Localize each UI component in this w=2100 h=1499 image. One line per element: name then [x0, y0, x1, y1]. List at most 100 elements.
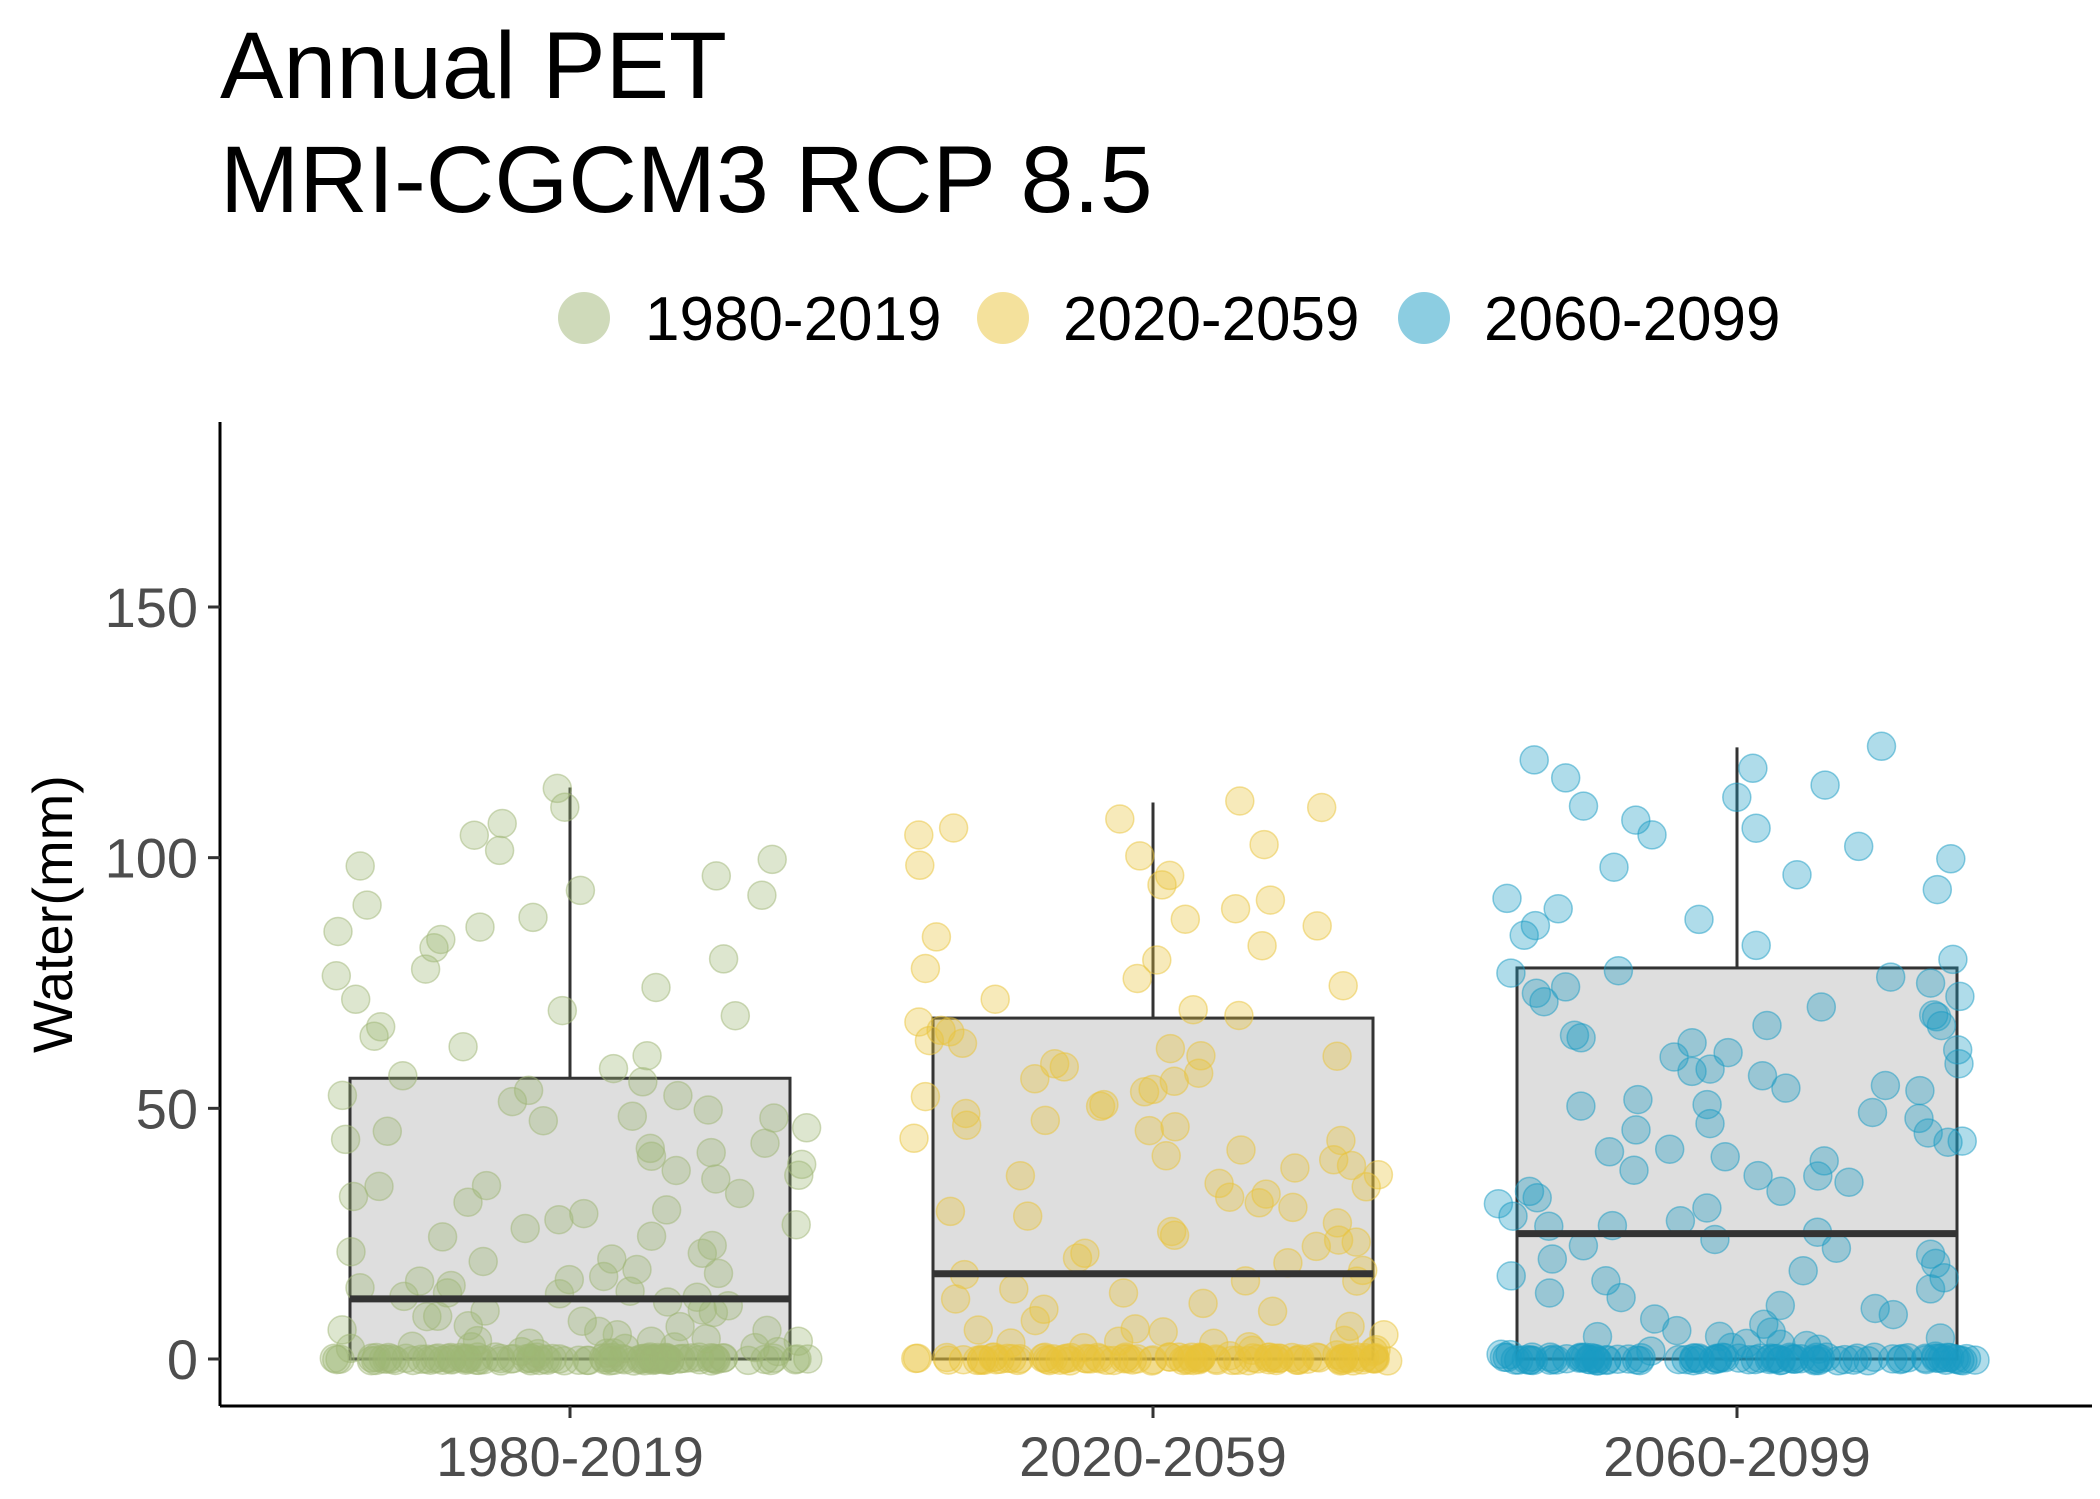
data-point [1020, 1064, 1050, 1094]
data-point [1559, 1020, 1590, 1051]
data-point [665, 1311, 695, 1342]
y-tick-label: 0 [167, 1328, 198, 1391]
data-point [1301, 1231, 1332, 1262]
data-point [1280, 1153, 1310, 1183]
data-point [1740, 1344, 1771, 1375]
data-point [980, 984, 1010, 1014]
data-point [635, 1133, 666, 1164]
data-point [602, 1319, 633, 1350]
data-point [1700, 1224, 1730, 1255]
data-point [759, 1103, 789, 1133]
data-point [1603, 955, 1634, 986]
data-point [1636, 1336, 1666, 1366]
data-point [1159, 1066, 1190, 1097]
y-tick-label: 150 [105, 576, 198, 639]
data-point [448, 1031, 478, 1062]
data-point [1511, 1344, 1542, 1375]
data-point [784, 1160, 814, 1191]
data-point [327, 1080, 358, 1111]
data-point [1255, 885, 1286, 915]
data-point [786, 1149, 817, 1180]
data-point [1486, 1339, 1516, 1370]
data-point [1654, 1134, 1685, 1164]
data-point [1056, 1342, 1086, 1373]
data-point [330, 1124, 361, 1155]
data-point [598, 1053, 629, 1084]
data-point [1915, 1239, 1946, 1269]
data-point [1039, 1049, 1070, 1079]
data-point [708, 944, 739, 974]
data-point [636, 1221, 667, 1251]
data-point [453, 1187, 483, 1217]
data-point [651, 1195, 682, 1225]
data-point [1875, 962, 1906, 992]
series-1980-2019 [319, 773, 823, 1376]
data-point [1509, 920, 1539, 951]
data-point [592, 1338, 622, 1368]
data-point [1878, 1299, 1909, 1330]
data-point [1151, 1141, 1181, 1171]
data-point [1938, 944, 1968, 975]
data-point [1249, 829, 1279, 860]
data-point [336, 1236, 366, 1267]
legend: 1980-2019 2020-2059 2060-2099 [558, 285, 1781, 354]
data-point [1782, 860, 1812, 890]
data-point [1120, 1314, 1150, 1344]
data-point [1591, 1266, 1621, 1296]
data-point [781, 1209, 811, 1240]
data-point [636, 1326, 667, 1357]
data-point [1857, 1097, 1888, 1128]
data-point [1335, 1311, 1365, 1342]
data-point [565, 875, 596, 906]
y-tick-label: 100 [105, 827, 198, 890]
data-point [598, 1338, 629, 1368]
data-point [948, 1344, 979, 1375]
data-point [335, 1333, 366, 1364]
data-point [1550, 763, 1581, 793]
series-2060-2099 [1483, 731, 1990, 1376]
data-point [1328, 970, 1358, 1001]
data-point [1520, 910, 1551, 941]
data-point [1929, 1263, 1959, 1293]
data-point [1722, 782, 1752, 813]
data-point [1220, 893, 1251, 924]
data-point [921, 922, 952, 952]
data-point [1534, 1278, 1565, 1308]
data-point [1264, 1343, 1295, 1373]
data-point [1866, 731, 1897, 762]
data-point [427, 1222, 458, 1252]
data-point [1323, 1225, 1354, 1255]
data-point [1749, 1309, 1779, 1340]
data-point [1521, 978, 1552, 1008]
data-point [319, 1343, 350, 1374]
data-point [1910, 1343, 1941, 1374]
data-point [1535, 1342, 1566, 1372]
data-point [1363, 1160, 1394, 1190]
data-point [510, 1213, 540, 1244]
data-point [703, 1258, 734, 1289]
data-point [607, 1343, 637, 1374]
data-point [1358, 1336, 1389, 1367]
data-point [1942, 1035, 1973, 1065]
data-point [724, 1178, 755, 1209]
data-point [1215, 1340, 1245, 1371]
data-point [747, 880, 777, 911]
data-point [701, 861, 732, 891]
data-point [981, 1344, 1011, 1375]
data-point [465, 912, 495, 942]
data-point [1834, 1167, 1864, 1197]
data-point [1122, 963, 1152, 994]
data-point [554, 1264, 585, 1295]
data-point [947, 1028, 978, 1059]
data-point [1134, 1115, 1165, 1146]
data-point [1318, 1145, 1349, 1175]
data-point [365, 1012, 396, 1042]
data-point [1905, 1075, 1935, 1106]
data-point [904, 820, 934, 850]
data-point [1198, 1328, 1229, 1359]
data-point [321, 961, 352, 991]
data-point [1148, 1317, 1178, 1347]
data-point [1277, 1342, 1307, 1373]
data-point [469, 1344, 499, 1375]
data-point [1178, 994, 1208, 1025]
